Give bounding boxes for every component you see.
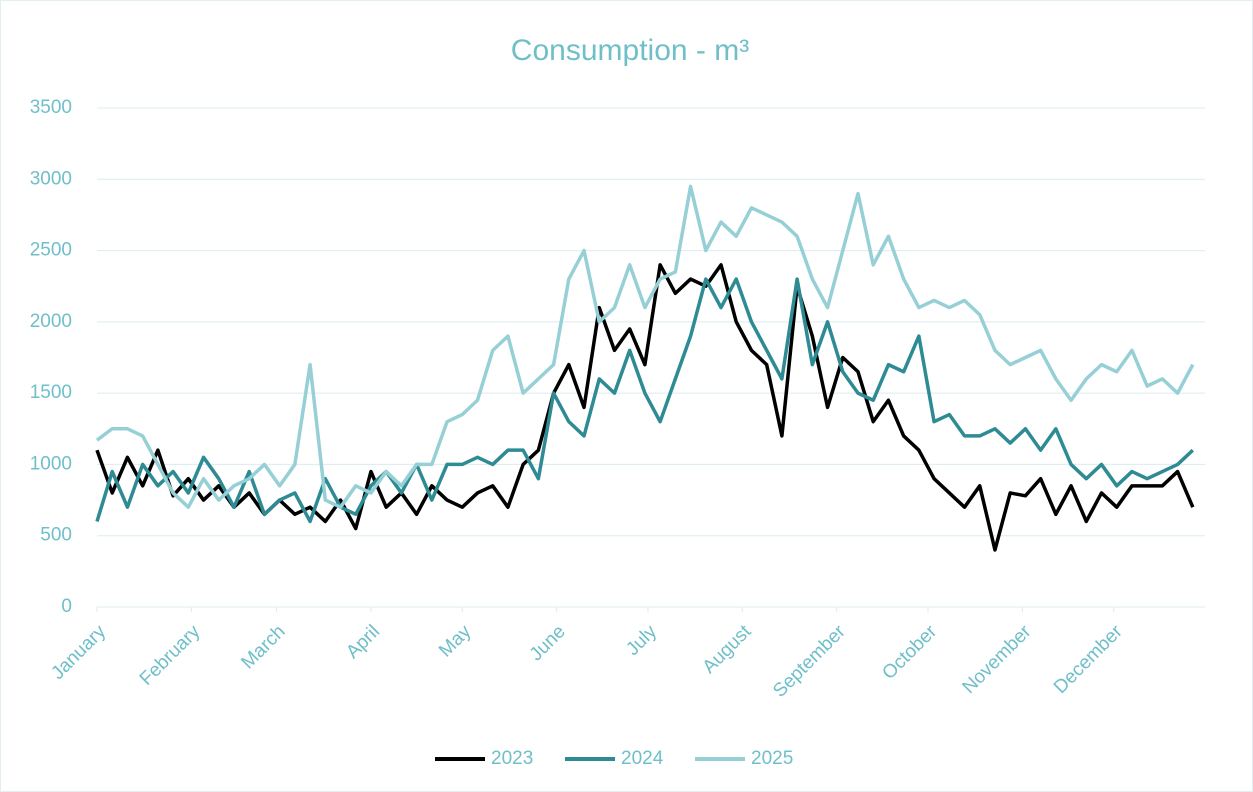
legend-label: 2023 bbox=[491, 748, 533, 769]
y-tick-label: 2000 bbox=[30, 311, 72, 332]
y-tick-label: 500 bbox=[40, 525, 72, 546]
y-tick-label: 2500 bbox=[30, 240, 72, 261]
chart-title: Consumption - m³ bbox=[511, 34, 749, 67]
legend-label: 2024 bbox=[621, 748, 664, 769]
series-line bbox=[95, 277, 1195, 524]
y-tick-label: 1500 bbox=[30, 382, 72, 403]
y-tick-label: 0 bbox=[61, 596, 72, 617]
series-line bbox=[95, 184, 1195, 509]
legend-label: 2025 bbox=[751, 748, 793, 769]
y-tick-label: 3500 bbox=[30, 97, 72, 118]
y-tick-label: 1000 bbox=[30, 453, 72, 474]
y-tick-label: 3000 bbox=[30, 168, 72, 189]
